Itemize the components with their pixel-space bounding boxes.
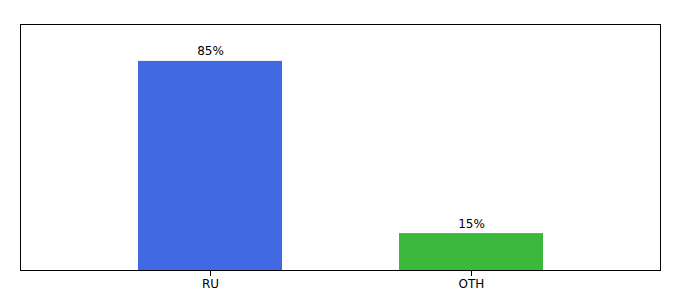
svg-text:85%: 85% — [197, 44, 224, 58]
svg-text:RU: RU — [202, 277, 219, 291]
svg-text:OTH: OTH — [459, 277, 485, 291]
svg-text:15%: 15% — [458, 217, 485, 231]
